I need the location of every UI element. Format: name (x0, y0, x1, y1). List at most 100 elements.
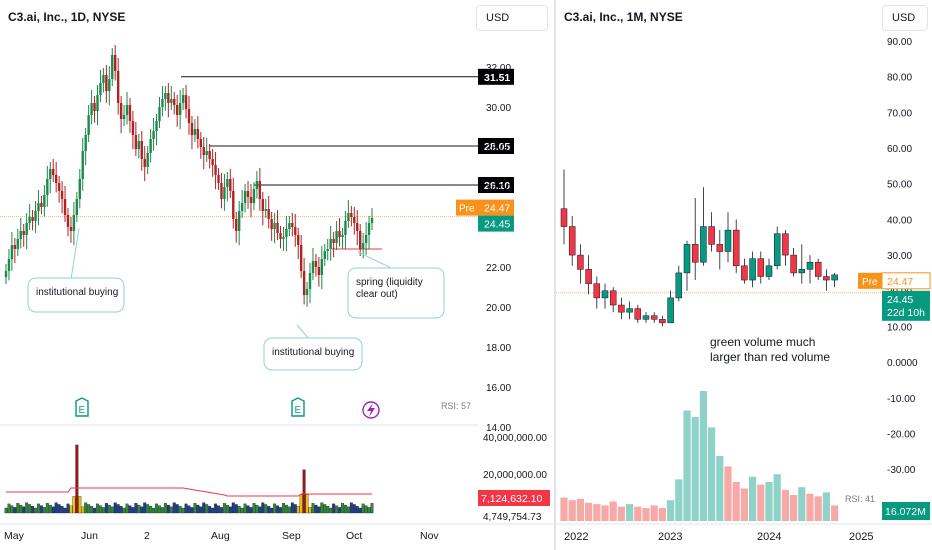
last-price-badge (882, 290, 930, 321)
panel-divider[interactable] (554, 0, 556, 550)
earnings-icon[interactable]: E (75, 397, 89, 417)
volume-bar (338, 507, 341, 514)
candle-body (790, 254, 797, 274)
candle-body (19, 231, 22, 239)
candle-body (125, 105, 129, 115)
volume-bar (75, 444, 79, 514)
volume-bar (39, 505, 43, 514)
candle-body (782, 233, 789, 256)
candle-body (63, 199, 67, 215)
candle-body (173, 99, 176, 105)
volume-bar (78, 496, 82, 514)
candle-body (249, 197, 253, 203)
candle-body (823, 276, 830, 281)
volume-bar (576, 498, 584, 521)
monthly-chart-canvas[interactable]: 90.0080.0070.0060.0050.0040.0030.0020.00… (556, 0, 932, 550)
volume-bar (560, 497, 568, 521)
callout-pointer (296, 324, 323, 339)
time-axis-label: Jun (81, 530, 98, 542)
volume-bar (343, 504, 347, 514)
volume-bar (367, 507, 371, 514)
volume-bar (10, 505, 14, 514)
price-axis-label: 18.00 (486, 343, 511, 354)
volume-bar (276, 505, 279, 514)
callout-box[interactable] (347, 267, 445, 319)
volume-bar (814, 496, 822, 521)
volume-bar (81, 506, 85, 514)
candle-body (246, 191, 250, 197)
candle-body (724, 229, 732, 252)
candle-body (609, 290, 617, 306)
candle-body (323, 251, 326, 259)
price-axis-label: 14.00 (486, 423, 511, 434)
candle-body (10, 245, 14, 259)
time-axis-label: 2024 (757, 531, 781, 543)
volume-bar (299, 494, 303, 514)
candle-body (60, 191, 64, 199)
volume-bar (255, 504, 259, 514)
candle-body (299, 245, 303, 271)
currency-selector[interactable]: USD (476, 5, 548, 31)
volume-bar (16, 503, 20, 514)
volume-bar (326, 506, 330, 514)
volume-bar (650, 505, 658, 521)
volume-bar (311, 503, 315, 514)
volume-bar (231, 502, 235, 514)
volume-bar (155, 503, 158, 514)
candle-body (72, 215, 76, 231)
callout-box[interactable] (263, 337, 363, 371)
price-axis-label: 70.00 (887, 108, 912, 119)
volume-bar (329, 507, 333, 514)
candle-body (214, 165, 217, 175)
candle-body (329, 239, 332, 249)
candle-body (732, 229, 740, 267)
volume-bar (601, 505, 609, 521)
daily-chart-panel[interactable]: C3.ai, Inc., 1D, NYSE USD 31.51 28.05 26.1… (0, 0, 554, 550)
earnings-icon[interactable]: E (291, 397, 305, 417)
dividend-flash-icon[interactable] (362, 401, 380, 419)
monthly-chart-panel[interactable]: C3.ai, Inc., 1M, NYSE USD 90.00 80.00 70.0… (556, 0, 932, 550)
callout-text: institutional buying (272, 347, 354, 358)
candle-body (31, 217, 34, 221)
volume-bar (7, 503, 11, 514)
candle-body (57, 183, 61, 191)
last-price-label: 24.45 (887, 294, 913, 306)
candle-body (81, 151, 84, 179)
level-badge (478, 177, 514, 193)
volume-bar (69, 505, 73, 514)
candle-body (267, 209, 270, 219)
candle-body (814, 261, 822, 277)
volume-bar (214, 503, 218, 514)
candle-body (170, 99, 173, 103)
volume-bar (63, 507, 67, 514)
volume-bar (349, 502, 353, 514)
last-price-label: 24.45 (484, 219, 510, 231)
pre-market-price-label: 24.47 (484, 203, 510, 215)
time-axis-label: Aug (211, 530, 230, 542)
candle-body (93, 103, 96, 111)
volume-bar (152, 507, 156, 514)
volume-bar (617, 506, 625, 521)
volume-bar (101, 507, 105, 514)
candle-body (332, 239, 335, 243)
candle-body (270, 219, 273, 229)
volume-bar (284, 504, 288, 514)
volume-bar (134, 503, 138, 514)
candle-body (344, 221, 347, 235)
currency-selector[interactable]: USD (882, 5, 928, 31)
callout-box[interactable] (27, 277, 125, 313)
candle-body (4, 271, 8, 277)
pre-market-price-badge (478, 199, 514, 216)
volume-bar (146, 504, 150, 514)
volume-bar (57, 504, 61, 514)
candle-body (78, 179, 81, 199)
candle-body (46, 179, 49, 195)
candle-body (353, 217, 356, 223)
volume-axis-label: 4,749,754.73 (483, 512, 542, 523)
candle-body (199, 139, 203, 147)
volume-bar (169, 506, 173, 514)
volume-bar (228, 506, 232, 514)
volume-bar (128, 505, 132, 514)
candle-body (25, 223, 28, 235)
